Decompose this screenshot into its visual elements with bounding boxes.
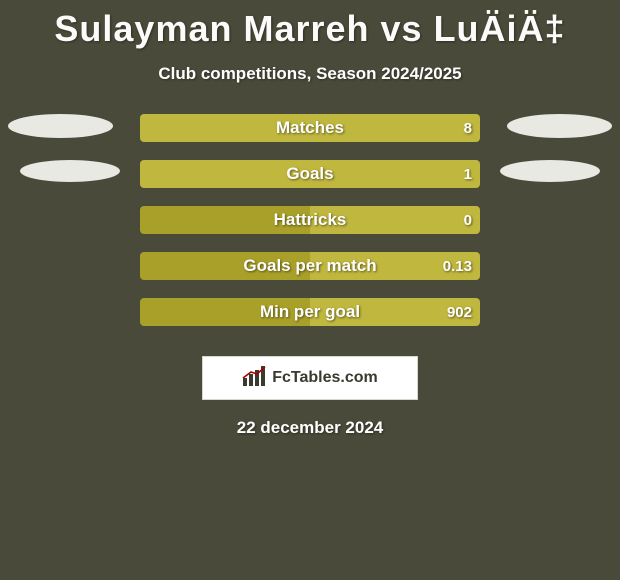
content-wrapper: Sulayman Marreh vs LuÄiÄ‡ Club competiti… bbox=[0, 0, 620, 580]
stat-row: Goals1 bbox=[0, 160, 620, 206]
bar-track bbox=[140, 114, 480, 142]
bar-right bbox=[310, 206, 480, 234]
bar-track bbox=[140, 206, 480, 234]
bar-right bbox=[140, 114, 480, 142]
bar-track bbox=[140, 298, 480, 326]
stat-value-right: 1 bbox=[464, 160, 472, 188]
bar-track bbox=[140, 160, 480, 188]
bar-left bbox=[140, 252, 310, 280]
bar-left bbox=[140, 206, 310, 234]
bar-left bbox=[140, 298, 310, 326]
watermark-text: FcTables.com bbox=[272, 369, 378, 387]
comparison-chart: Matches8Goals1Hattricks0Goals per match0… bbox=[0, 114, 620, 344]
stat-row: Min per goal902 bbox=[0, 298, 620, 344]
stat-value-right: 0.13 bbox=[443, 252, 472, 280]
stat-value-right: 902 bbox=[447, 298, 472, 326]
page-title: Sulayman Marreh vs LuÄiÄ‡ bbox=[0, 0, 620, 50]
bar-right bbox=[140, 160, 480, 188]
stat-row: Goals per match0.13 bbox=[0, 252, 620, 298]
stat-row: Matches8 bbox=[0, 114, 620, 160]
subtitle: Club competitions, Season 2024/2025 bbox=[0, 64, 620, 84]
bar-track bbox=[140, 252, 480, 280]
bar-chart-icon bbox=[242, 366, 266, 391]
stat-row: Hattricks0 bbox=[0, 206, 620, 252]
watermark-badge[interactable]: FcTables.com bbox=[202, 356, 418, 400]
date-text: 22 december 2024 bbox=[0, 418, 620, 438]
stat-value-right: 0 bbox=[464, 206, 472, 234]
stat-value-right: 8 bbox=[464, 114, 472, 142]
